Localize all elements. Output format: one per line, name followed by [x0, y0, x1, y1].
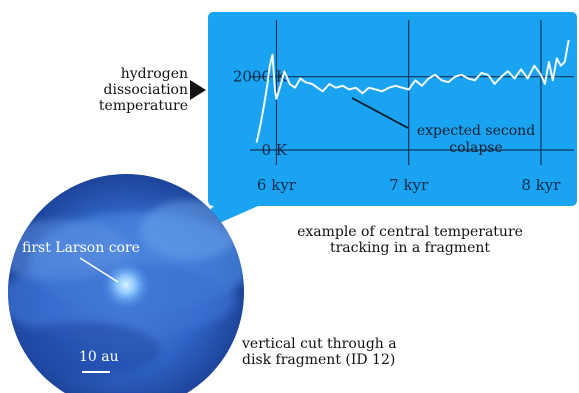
chart-caption: example of central temperature tracking … [270, 224, 550, 256]
x-tick-label: 6 kyr [257, 176, 297, 194]
larson-core-glow [100, 259, 152, 311]
y-tick-label: 0 K [261, 141, 287, 159]
temperature-chart: 2000 K 0 K 6 kyr 7 kyr 8 kyr expected secondc… [233, 20, 574, 194]
annotation-label: colapse [449, 140, 503, 156]
disk-caption-line: disk fragment (ID 12) [242, 352, 396, 368]
x-tick-label: 7 kyr [389, 176, 429, 194]
dissociation-label-line: dissociation [103, 82, 188, 98]
temperature-series-line [255, 39, 570, 143]
dissociation-label-line: temperature [98, 98, 188, 114]
y-tick-label: 2000 K [233, 68, 288, 86]
annotation-pointer-line [351, 97, 409, 129]
disk-caption-line: vertical cut through a [242, 336, 397, 352]
dissociation-label-line: hydrogen [120, 66, 188, 82]
chart-caption-line: tracking in a fragment [329, 240, 491, 256]
pointer-arrow-icon [190, 80, 206, 100]
larson-core-label: first Larson core [22, 240, 140, 256]
x-tick-label: 8 kyr [521, 176, 561, 194]
disk-fragment-image [8, 174, 244, 393]
dissociation-label: hydrogen dissociation temperature [96, 66, 188, 114]
scale-bar-label: 10 au [79, 349, 119, 365]
disk-caption: vertical cut through a disk fragment (ID… [242, 336, 442, 368]
annotation-label: expected second [417, 123, 535, 139]
chart-caption-line: example of central temperature [297, 224, 523, 240]
core-pointer-line [79, 257, 119, 283]
